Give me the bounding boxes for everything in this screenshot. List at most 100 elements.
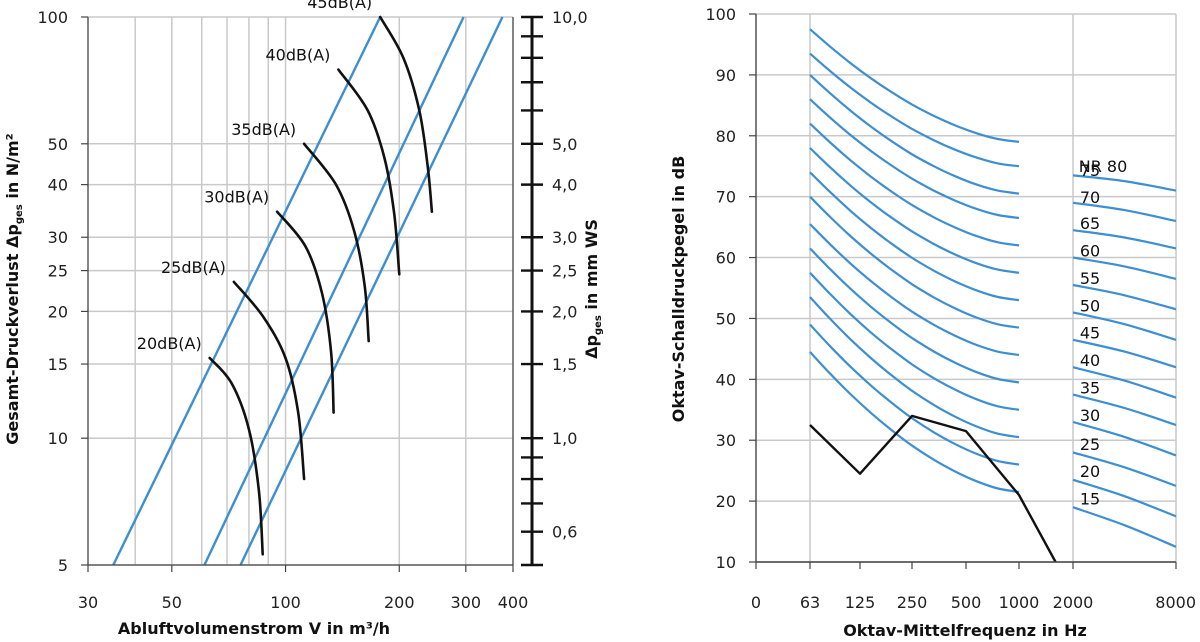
nr-curve-tail bbox=[1072, 478, 1177, 518]
level-tick-label: 70 bbox=[716, 188, 736, 207]
pressure-loss-chart: 30 50 100 200 300 400 5 10 15 20 25 30 40 50 100 0,6 1,… bbox=[3, 0, 604, 638]
noise-curve bbox=[275, 210, 335, 414]
nr-curve bbox=[809, 223, 1020, 357]
nr-curve-label: 65 bbox=[1080, 214, 1100, 233]
measured-spectrum-line bbox=[809, 414, 1057, 563]
noise-curve-label: 45dB(A) bbox=[307, 0, 372, 12]
x-tick-label: 400 bbox=[498, 593, 529, 612]
nr-curve bbox=[809, 98, 1020, 220]
nr-curve-tail bbox=[1072, 201, 1177, 223]
characteristic-line bbox=[239, 16, 504, 566]
nr-curve-label: 70 bbox=[1080, 188, 1100, 207]
nr-curve-tail bbox=[1072, 283, 1177, 311]
y-tick-label: 25 bbox=[48, 262, 68, 281]
characteristic-lines bbox=[112, 16, 504, 566]
y-tick-label: 10 bbox=[48, 429, 68, 448]
secondary-tick-label: 2,5 bbox=[552, 262, 577, 281]
frequency-tick-label: 125 bbox=[845, 593, 876, 612]
secondary-tick-label: 0,6 bbox=[552, 523, 577, 542]
secondary-tick-label: 10,0 bbox=[552, 8, 588, 27]
secondary-tick-label: 4,0 bbox=[552, 176, 577, 195]
nr-curve-label: 45 bbox=[1080, 324, 1100, 343]
level-tick-label: 60 bbox=[716, 249, 736, 268]
nr-curve-tail bbox=[1072, 311, 1177, 341]
frequency-axis-label: Oktav-Mittelfrequenz in Hz bbox=[843, 621, 1087, 640]
nr-curve-label: 15 bbox=[1080, 490, 1100, 509]
secondary-tick-label: 2,0 bbox=[552, 302, 577, 321]
y-tick-label: 20 bbox=[48, 302, 68, 321]
level-tick-label: 90 bbox=[716, 66, 736, 85]
nr-curve bbox=[809, 147, 1020, 274]
nr-curve bbox=[809, 122, 1020, 247]
nr-curve-tail bbox=[1072, 393, 1177, 427]
nr-curve bbox=[809, 272, 1020, 411]
y-tick-label: 50 bbox=[48, 135, 68, 154]
nr-curve-tail bbox=[1072, 506, 1177, 548]
right-axes bbox=[755, 14, 1176, 563]
level-axis-label: Oktav-Schalldruckpegel in dB bbox=[669, 156, 688, 423]
characteristic-line bbox=[112, 16, 382, 566]
nr-curve bbox=[809, 195, 1020, 329]
noise-curve-label: 35dB(A) bbox=[231, 120, 296, 139]
nr-curve-label: 75 bbox=[1080, 161, 1100, 180]
frequency-tick-label: 250 bbox=[897, 593, 928, 612]
noise-curves bbox=[208, 15, 434, 556]
y-tick-label: 100 bbox=[37, 8, 68, 27]
noise-curve-label: 40dB(A) bbox=[265, 46, 330, 65]
secondary-tick-label: 5,0 bbox=[552, 135, 577, 154]
nr-curve-tail bbox=[1072, 174, 1177, 192]
nr-curve bbox=[809, 296, 1020, 439]
nr-curve bbox=[809, 74, 1020, 195]
noise-curve bbox=[337, 68, 401, 276]
characteristic-line bbox=[203, 16, 465, 566]
frequency-tick-label: 500 bbox=[951, 593, 982, 612]
right-axis-label-end: in mm WS bbox=[582, 219, 601, 315]
y-axis-label-subscript: ges bbox=[14, 204, 25, 224]
frequency-tick-label: 63 bbox=[800, 593, 820, 612]
left-grid bbox=[87, 16, 514, 566]
left-tick-labels: 30 50 100 200 300 400 5 10 15 20 25 30 40 50 100 bbox=[37, 8, 528, 612]
left-axes bbox=[87, 17, 514, 566]
noise-curve bbox=[208, 356, 264, 556]
level-tick-label: 100 bbox=[705, 5, 736, 24]
nr-curve bbox=[809, 323, 1020, 466]
frequency-tick-label: 1000 bbox=[999, 593, 1040, 612]
nr-curve-label: 50 bbox=[1080, 296, 1100, 315]
x-tick-label: 30 bbox=[78, 593, 98, 612]
nr-curve bbox=[809, 247, 1020, 384]
nr-curve-label: 20 bbox=[1080, 462, 1100, 481]
x-tick-label: 50 bbox=[162, 593, 182, 612]
noise-curve-label: 30dB(A) bbox=[204, 188, 269, 207]
nr-curve-tail bbox=[1072, 256, 1177, 280]
nr-curve-label: NR 80 bbox=[1079, 157, 1128, 176]
secondary-tick-label: 1,5 bbox=[552, 355, 577, 374]
frequency-tick-label: 0 bbox=[751, 593, 761, 612]
nr-curve-label: 60 bbox=[1080, 241, 1100, 260]
level-tick-label: 40 bbox=[716, 370, 736, 389]
noise-curve bbox=[302, 142, 370, 343]
nr-curve-label: 55 bbox=[1080, 269, 1100, 288]
secondary-axis: 0,6 1,0 1,5 2,0 2,5 3,0 4,0 5,0 10,0 bbox=[521, 8, 588, 567]
measured-spectrum bbox=[809, 414, 1057, 563]
x-axis-label: Abluftvolumenstrom V in m³/h bbox=[118, 619, 390, 638]
y-tick-label: 15 bbox=[48, 355, 68, 374]
level-tick-label: 30 bbox=[716, 431, 736, 450]
nr-curves bbox=[809, 28, 1177, 548]
right-grid bbox=[756, 13, 1177, 563]
nr-curve-tail bbox=[1072, 366, 1177, 399]
nr-curve-tail bbox=[1072, 338, 1177, 369]
level-tick-label: 20 bbox=[716, 492, 736, 511]
nr-curve-label: 25 bbox=[1080, 435, 1100, 454]
x-tick-label: 100 bbox=[270, 593, 301, 612]
nr-curve-tail bbox=[1072, 420, 1177, 457]
right-axis-label-subscript: ges bbox=[593, 315, 604, 335]
y-axis-label: Gesamt-Druckverlust Δpges in N/m² bbox=[3, 133, 25, 444]
nr-curve-label: 40 bbox=[1080, 351, 1100, 370]
nr-curve bbox=[809, 52, 1020, 168]
nr-curve-tail bbox=[1072, 451, 1177, 487]
noise-curve-label: 25dB(A) bbox=[161, 258, 226, 277]
nr-curve bbox=[809, 28, 1020, 143]
